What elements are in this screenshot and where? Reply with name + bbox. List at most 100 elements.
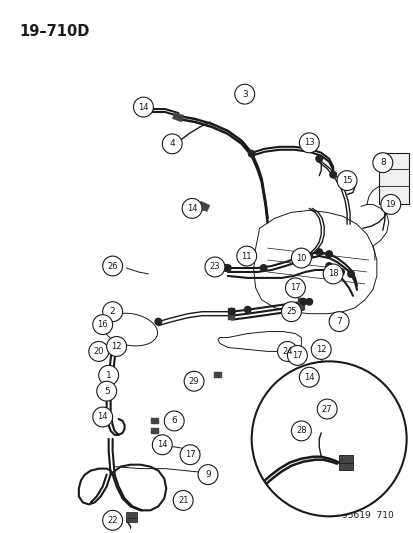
Circle shape (336, 268, 344, 276)
Circle shape (328, 312, 348, 332)
Circle shape (315, 248, 323, 256)
Circle shape (152, 435, 172, 455)
Circle shape (102, 511, 122, 530)
Circle shape (277, 342, 297, 361)
Text: 13: 13 (303, 139, 314, 147)
Circle shape (164, 411, 184, 431)
Circle shape (227, 308, 235, 316)
Text: 1: 1 (106, 371, 111, 380)
Circle shape (372, 153, 392, 173)
Text: 26: 26 (107, 262, 118, 271)
Circle shape (299, 133, 318, 153)
Circle shape (93, 314, 112, 335)
Circle shape (259, 264, 267, 272)
Text: 14: 14 (138, 102, 148, 111)
Text: 23: 23 (209, 262, 220, 271)
Circle shape (211, 268, 219, 276)
Text: 17: 17 (291, 351, 302, 360)
Text: 15: 15 (341, 176, 351, 185)
Circle shape (154, 318, 162, 326)
Circle shape (251, 361, 406, 516)
Text: 28: 28 (295, 426, 306, 435)
Text: 11: 11 (241, 252, 252, 261)
Circle shape (336, 171, 356, 190)
Text: 24: 24 (282, 347, 292, 356)
Text: 17: 17 (184, 450, 195, 459)
Circle shape (323, 264, 342, 284)
Circle shape (291, 421, 311, 441)
Circle shape (204, 257, 224, 277)
Circle shape (243, 306, 251, 314)
Circle shape (325, 262, 332, 270)
Circle shape (93, 407, 112, 427)
Circle shape (305, 252, 313, 260)
Bar (338, 463, 352, 470)
Circle shape (287, 345, 306, 365)
Text: 8: 8 (379, 158, 385, 167)
Text: 14: 14 (157, 440, 167, 449)
Text: 3: 3 (241, 90, 247, 99)
Circle shape (281, 302, 301, 321)
Text: 20: 20 (93, 347, 104, 356)
Text: 12: 12 (315, 345, 326, 354)
Circle shape (133, 97, 153, 117)
Circle shape (234, 84, 254, 104)
Circle shape (197, 465, 217, 484)
Circle shape (380, 195, 400, 214)
Bar (214, 372, 221, 378)
Bar (228, 308, 235, 320)
Circle shape (173, 490, 192, 511)
Text: 9: 9 (204, 470, 210, 479)
Circle shape (162, 134, 182, 154)
Bar (338, 455, 352, 463)
Text: 19–710D: 19–710D (19, 23, 90, 38)
Text: 19: 19 (385, 200, 395, 209)
Bar (151, 428, 159, 434)
Circle shape (236, 246, 256, 266)
Text: 17: 17 (290, 284, 300, 293)
Circle shape (107, 336, 126, 357)
Circle shape (299, 298, 306, 306)
Text: 95619  710: 95619 710 (341, 511, 393, 520)
Circle shape (346, 270, 354, 278)
Text: 5: 5 (104, 386, 109, 395)
Text: 29: 29 (188, 377, 199, 386)
Text: 27: 27 (321, 405, 332, 414)
Circle shape (102, 256, 122, 276)
Text: 25: 25 (285, 307, 296, 316)
Circle shape (291, 254, 299, 262)
Text: 10: 10 (295, 254, 306, 263)
Circle shape (316, 399, 336, 419)
Bar (297, 298, 304, 310)
Text: 2: 2 (109, 307, 115, 316)
Circle shape (180, 445, 199, 465)
Circle shape (182, 198, 202, 219)
Circle shape (285, 278, 305, 298)
Text: 14: 14 (97, 413, 108, 422)
Circle shape (315, 155, 323, 163)
Circle shape (305, 298, 313, 306)
Bar (125, 518, 137, 522)
Circle shape (88, 342, 108, 361)
Text: 6: 6 (171, 416, 177, 425)
Circle shape (311, 340, 330, 359)
Text: 7: 7 (335, 317, 341, 326)
Text: 21: 21 (178, 496, 188, 505)
Text: 14: 14 (186, 204, 197, 213)
Circle shape (328, 171, 336, 179)
Bar (378, 153, 408, 205)
Circle shape (223, 264, 231, 272)
Circle shape (325, 250, 332, 258)
Circle shape (299, 367, 318, 387)
Text: 16: 16 (97, 320, 108, 329)
Circle shape (102, 302, 122, 321)
Circle shape (247, 150, 255, 158)
Circle shape (291, 248, 311, 268)
Bar (197, 201, 209, 212)
Text: 4: 4 (169, 139, 175, 148)
Bar (172, 112, 184, 122)
Circle shape (98, 365, 118, 385)
Text: 18: 18 (327, 270, 338, 278)
Circle shape (97, 381, 116, 401)
Bar (151, 418, 159, 424)
